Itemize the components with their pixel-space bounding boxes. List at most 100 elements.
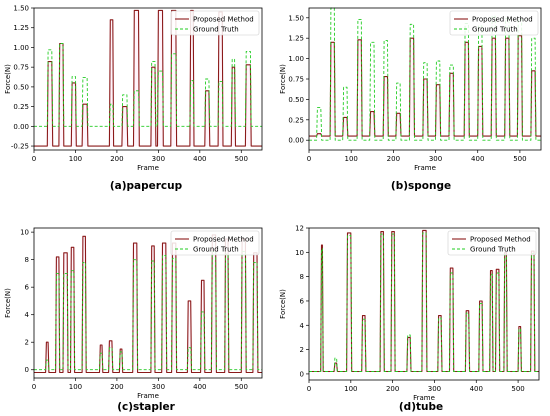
x-tick-label: 0 — [307, 155, 311, 163]
pulse-shade — [391, 231, 396, 372]
x-tick-label: 0 — [32, 383, 36, 391]
pulse-shade — [55, 256, 60, 373]
x-tick-label: 300 — [152, 383, 165, 391]
chart-svg-c: 0 100 200 300 400 500 0 2 4 6 8 10 Frame Force(N) Prop… — [4, 227, 263, 400]
y-tick-label: 1.00 — [288, 55, 304, 63]
pulse-shade — [157, 10, 164, 147]
pulse-shade — [464, 42, 470, 137]
y-axis-label: Force(N) — [4, 64, 12, 94]
pulse-shade — [70, 247, 75, 373]
x-tick-label: 500 — [235, 155, 248, 163]
pulse-shade — [478, 301, 483, 372]
legend-entry: Proposed Method — [472, 16, 533, 24]
x-tick-label: 300 — [152, 155, 165, 163]
proposed-method-line — [309, 229, 539, 373]
chart-panel-a: 0 100 200 300 400 500 -0.25 0.00 0.25 0.50 0.75 1.0… — [0, 0, 275, 208]
pulse-shade — [58, 43, 64, 147]
ground-truth-line — [34, 250, 262, 371]
y-tick-label: 1.00 — [13, 44, 29, 52]
pulse-shade — [357, 39, 363, 137]
pulse-shade — [132, 243, 138, 373]
chart-caption: (b)sponge — [390, 180, 452, 192]
x-tick-label: 500 — [511, 385, 524, 393]
pulse-shade — [150, 67, 156, 147]
ground-truth-line — [309, 7, 541, 141]
pulse-shade — [422, 79, 428, 137]
pulse-shade — [449, 268, 454, 372]
legend-box — [170, 10, 260, 36]
pulse-shade — [47, 61, 53, 146]
pulse-shade — [204, 90, 210, 146]
pulse-shade — [437, 315, 442, 372]
y-axis-label: Force(N) — [279, 289, 287, 319]
pulse-shade — [504, 38, 510, 137]
x-tick-label: 100 — [69, 155, 82, 163]
y-tick-label: 10 — [20, 229, 29, 237]
pulse-shade — [63, 252, 68, 373]
pulse-shade — [82, 236, 87, 373]
y-tick-label: 8 — [300, 273, 304, 281]
chart-svg-a: 0 100 200 300 400 500 -0.25 0.00 0.25 0.50 0.75 1.0… — [4, 5, 263, 172]
y-tick-label: 1.25 — [13, 24, 29, 32]
pulse-shade — [342, 117, 348, 137]
plot-area — [34, 234, 262, 374]
pulse-shade — [330, 42, 336, 137]
legend-entry: Ground Truth — [193, 246, 239, 254]
y-tick-label: 0.00 — [13, 123, 29, 131]
chart-svg-b: 0 100 200 300 400 500 0.00 0.25 0.50 0.75 1.00 1.25… — [279, 7, 542, 172]
y-tick-label: 0.50 — [13, 83, 29, 91]
x-tick-label: 0 — [32, 155, 36, 163]
pulse-shade — [45, 342, 49, 373]
legend-box — [447, 230, 537, 256]
pulse-shade — [380, 231, 385, 372]
y-tick-label: 8 — [25, 256, 29, 264]
pulse-shade — [421, 230, 427, 372]
y-tick-label: 0.75 — [288, 76, 304, 84]
pulse-shade — [530, 251, 535, 372]
legend-entry: Ground Truth — [470, 246, 516, 254]
y-tick-label: 2 — [300, 346, 304, 354]
pulse-shade — [449, 73, 455, 137]
x-tick-label: 100 — [69, 383, 82, 391]
pulse-shade — [71, 82, 77, 146]
y-tick-label: 0.50 — [288, 96, 304, 104]
x-tick-label: 400 — [471, 155, 484, 163]
pulse-shade — [495, 269, 500, 372]
pulse-shade — [346, 232, 352, 372]
chart-panel-d: 0 100 200 300 400 500 0 2 4 6 8 10 12 Frame Force(N) Pr… — [275, 208, 550, 416]
x-axis-label: Frame — [414, 164, 436, 172]
y-tick-label: 12 — [295, 225, 304, 233]
pulse-shade — [82, 104, 88, 146]
chart-panel-c: 0 100 200 300 400 500 0 2 4 6 8 10 Frame Force(N) Prop… — [0, 208, 275, 416]
pulse-shade — [435, 84, 441, 137]
y-axis-label: Force(N) — [4, 288, 12, 318]
y-tick-label: 0.75 — [13, 64, 29, 72]
legend: Proposed Method Ground Truth — [449, 10, 539, 36]
pulse-shade — [409, 38, 415, 137]
axes-frame — [33, 227, 263, 379]
pulse-shade — [477, 46, 483, 137]
legend: Proposed Method Ground Truth — [170, 10, 260, 36]
y-tick-label: 10 — [295, 249, 304, 257]
x-axis-label: Frame — [413, 394, 435, 402]
pulse-shade — [218, 11, 224, 147]
pulse-shade — [133, 10, 140, 147]
y-tick-label: 0.25 — [288, 116, 304, 124]
y-tick-label: 6 — [300, 297, 305, 305]
x-tick-label: 300 — [429, 155, 442, 163]
x-tick-label: 200 — [110, 155, 123, 163]
pulse-shade — [231, 67, 236, 147]
pulse-shade — [171, 243, 177, 373]
pulse-shade — [530, 70, 536, 137]
pulse-shade — [99, 345, 103, 373]
legend-entry: Proposed Method — [193, 16, 254, 24]
y-tick-label: 4 — [300, 322, 305, 330]
pulse-shade — [150, 245, 155, 373]
y-tick-label: 0.25 — [13, 103, 29, 111]
x-tick-label: 200 — [387, 155, 400, 163]
legend-entry: Ground Truth — [193, 26, 239, 34]
pulse-shade — [241, 239, 247, 373]
pulse-shade — [109, 19, 114, 146]
y-tick-label: -0.25 — [11, 143, 29, 151]
y-tick-label: 0.00 — [288, 137, 304, 145]
